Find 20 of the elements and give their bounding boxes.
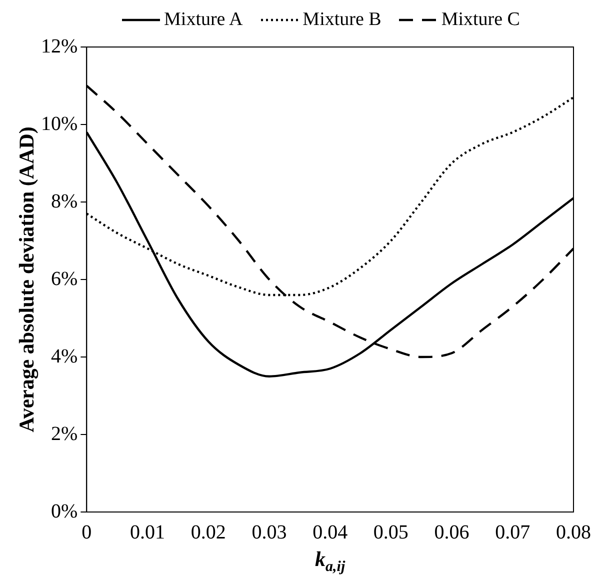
y-tick-label: 12% bbox=[40, 35, 78, 58]
x-tick-label: 0.05 bbox=[373, 521, 408, 544]
y-tick-label: 8% bbox=[50, 190, 78, 212]
y-tick-label: 0% bbox=[50, 500, 78, 522]
x-tick-label: 0.02 bbox=[190, 521, 226, 544]
legend-label: Mixture B bbox=[302, 9, 382, 31]
x-tick-label: 0.08 bbox=[556, 521, 591, 544]
x-tick-label: 0.06 bbox=[434, 521, 470, 544]
y-tick-label: 6% bbox=[50, 268, 78, 290]
legend-label: Mixture A bbox=[164, 9, 243, 31]
x-tick-label: 0.07 bbox=[495, 521, 530, 544]
x-tick-label: 0.01 bbox=[130, 521, 166, 544]
y-tick-label: 4% bbox=[50, 345, 78, 368]
x-tick-label: 0.03 bbox=[252, 521, 287, 544]
y-tick-label: 10% bbox=[40, 112, 78, 135]
y-axis-title: Average absolute deviation (AAD) bbox=[14, 126, 38, 432]
x-tick-label: 0.04 bbox=[312, 521, 348, 544]
y-tick-label: 2% bbox=[50, 422, 78, 445]
legend-label: Mixture C bbox=[441, 9, 520, 31]
x-tick-label: 0 bbox=[82, 521, 92, 544]
